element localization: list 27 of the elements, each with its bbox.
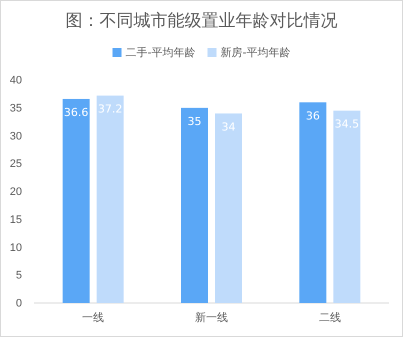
y-tick-label: 5 — [16, 270, 22, 282]
y-tick-label: 0 — [16, 298, 22, 310]
x-tick-label: 二线 — [318, 310, 341, 324]
y-tick-label: 20 — [10, 186, 22, 198]
data-label: 36.6 — [64, 106, 88, 119]
x-tick-label: 一线 — [82, 310, 104, 324]
x-tick-label: 新一线 — [195, 310, 228, 324]
data-label: 34 — [222, 120, 236, 134]
bar — [299, 102, 326, 303]
data-label: 36 — [306, 109, 320, 122]
data-label: 34.5 — [334, 118, 360, 131]
y-tick-label: 30 — [10, 130, 22, 142]
bar — [181, 108, 208, 303]
y-tick-label: 35 — [10, 102, 22, 114]
y-tick-label: 25 — [10, 158, 22, 170]
bar — [62, 98, 90, 303]
y-tick-label: 10 — [10, 242, 22, 254]
bar — [96, 96, 124, 303]
bar — [333, 110, 360, 303]
y-tick-label: 15 — [10, 214, 22, 226]
bar — [215, 113, 242, 303]
data-label: 37.2 — [98, 102, 122, 116]
data-label: 35 — [188, 114, 202, 128]
chart-title: 图：不同城市能级置业年龄对比情况 — [66, 11, 338, 31]
y-tick-label: 40 — [10, 74, 22, 87]
legend-label: 新房-平均年龄 — [220, 46, 290, 59]
legend-label: 二手-平均年龄 — [126, 46, 196, 59]
